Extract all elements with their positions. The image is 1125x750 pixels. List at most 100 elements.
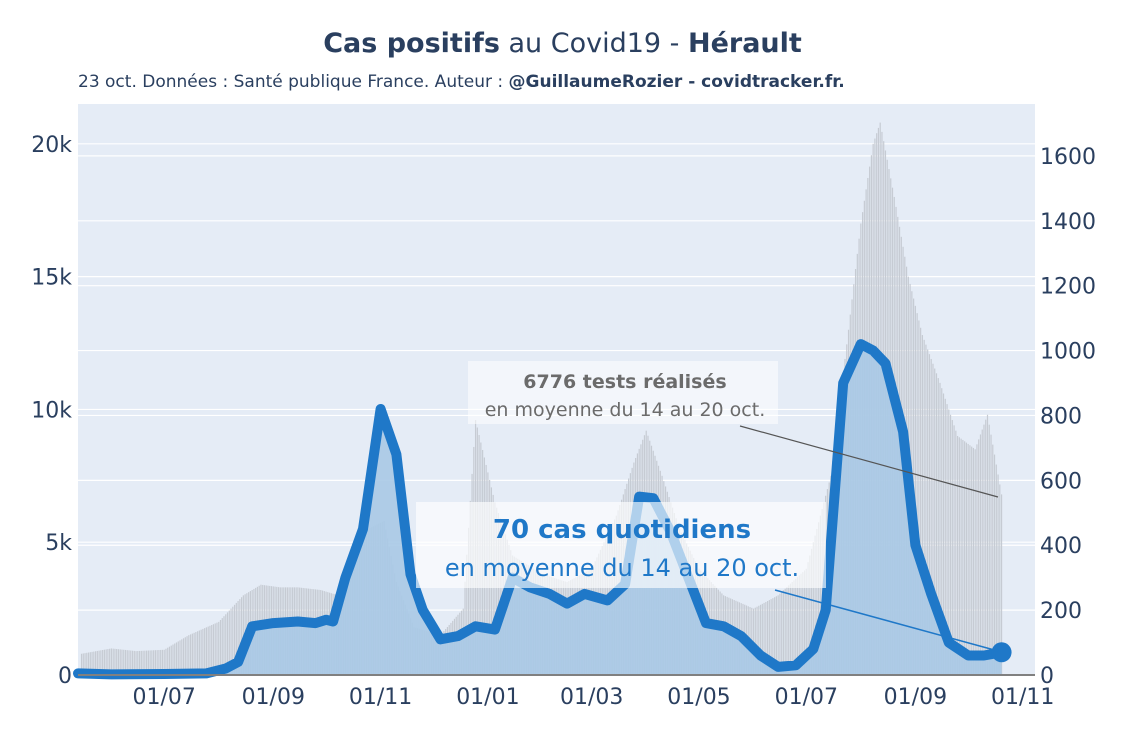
- x-tick-label: 01/07: [775, 685, 838, 710]
- tests-bar: [983, 424, 985, 675]
- cases-area: [78, 344, 1002, 675]
- tests-bar: [935, 373, 938, 675]
- cases-line: [73, 339, 1007, 680]
- tests-bar: [239, 599, 241, 675]
- tests-bar: [765, 601, 767, 675]
- tests-bar: [798, 575, 800, 675]
- tests-bar: [791, 582, 793, 675]
- tests-bar: [958, 437, 960, 675]
- y-left-tick-label: 0: [58, 664, 72, 689]
- title-region: Hérault: [687, 28, 802, 59]
- tests-bar: [777, 595, 779, 675]
- tests-bar: [154, 650, 157, 675]
- tests-bar: [103, 649, 105, 675]
- tests-bar: [812, 542, 814, 675]
- tests-bar: [782, 590, 785, 675]
- tests-bar: [121, 649, 123, 675]
- cases-annotation-arrow: [774, 589, 999, 652]
- tests-bar: [105, 649, 107, 675]
- tests-bar: [156, 650, 158, 675]
- tests-bar: [161, 649, 164, 675]
- tests-bar: [767, 601, 769, 675]
- tests-bar: [100, 650, 102, 675]
- tests-bar: [167, 647, 169, 675]
- y-left-tick-label: 20k: [31, 133, 72, 158]
- tests-bar: [979, 434, 982, 675]
- title-bold-part: Cas positifs: [323, 28, 500, 59]
- tests-bar: [964, 441, 966, 675]
- tests-bar: [107, 649, 109, 675]
- tests-bar: [997, 474, 999, 675]
- tests-bar: [758, 605, 760, 675]
- tests-bar: [988, 424, 990, 675]
- tests-bar: [939, 382, 941, 675]
- chart-title: Cas positifs au Covid19 - Hérault: [0, 28, 1125, 59]
- tests-bar: [788, 585, 790, 675]
- tests-bar: [89, 652, 91, 675]
- tests-bar: [921, 335, 924, 675]
- tests-bar: [195, 632, 197, 675]
- tests-bar: [761, 603, 763, 675]
- tests-bar: [946, 404, 948, 675]
- tests-bar: [803, 570, 806, 675]
- tests-bar: [140, 650, 142, 675]
- tests-bar: [990, 434, 992, 675]
- tests-bar: [925, 344, 927, 675]
- tests-bar: [941, 388, 943, 675]
- tests-bar: [124, 649, 127, 675]
- tests-bar: [172, 644, 174, 675]
- tests-bar: [948, 409, 950, 675]
- tests-bar: [230, 608, 232, 675]
- tests-bar: [499, 518, 501, 675]
- tests-bar: [927, 349, 929, 675]
- tests-bar: [198, 630, 200, 675]
- tests-bar: [191, 633, 193, 675]
- tests-bar: [94, 651, 97, 675]
- tests-bar: [818, 522, 820, 675]
- tests-bar: [789, 583, 792, 675]
- tests-bar: [953, 425, 955, 675]
- tests-bar: [976, 444, 978, 675]
- tests-bar: [209, 625, 211, 675]
- tests-annotation-box: [468, 361, 778, 424]
- tests-bar: [221, 618, 223, 675]
- tests-bar: [494, 502, 496, 675]
- tests-bar: [128, 650, 130, 675]
- tests-bar: [80, 653, 83, 675]
- tests-bar: [212, 624, 215, 675]
- tests-bar: [116, 649, 118, 675]
- tests-bar: [241, 597, 243, 675]
- tests-bar: [165, 648, 167, 675]
- tests-bar: [920, 327, 922, 675]
- tests-bar: [233, 604, 236, 675]
- tests-bar: [981, 429, 983, 675]
- x-tick-label: 01/11: [349, 685, 412, 710]
- tests-bar: [1000, 494, 1003, 675]
- tests-bar: [205, 627, 208, 675]
- tests-bar: [181, 639, 183, 675]
- tests-bar: [809, 555, 811, 675]
- tests-bar: [951, 420, 953, 675]
- tests-bar: [102, 650, 104, 675]
- tests-bar: [82, 653, 84, 675]
- tests-bar: [949, 414, 952, 675]
- tests-bar: [219, 619, 222, 675]
- tests-bar: [466, 554, 468, 675]
- tests-annotation-bold: 6776 tests réalisés: [523, 371, 726, 393]
- tests-bar: [86, 652, 88, 675]
- tests-bar: [796, 577, 799, 675]
- tests-bar: [805, 568, 807, 675]
- tests-bar: [496, 507, 498, 675]
- tests-bar: [189, 634, 192, 675]
- tests-bar: [226, 612, 229, 675]
- tests-annotation-text: en moyenne du 14 au 20 oct.: [485, 399, 766, 421]
- y-right-tick-label: 1200: [1040, 275, 1096, 300]
- tests-bar: [232, 606, 234, 675]
- tests-bar: [200, 629, 202, 675]
- tests-bar: [123, 649, 125, 675]
- tests-bar: [131, 650, 134, 675]
- tests-bar: [956, 435, 959, 675]
- y-right-tick-label: 1400: [1040, 210, 1096, 235]
- tests-bar: [228, 610, 230, 675]
- tests-bar: [918, 320, 920, 675]
